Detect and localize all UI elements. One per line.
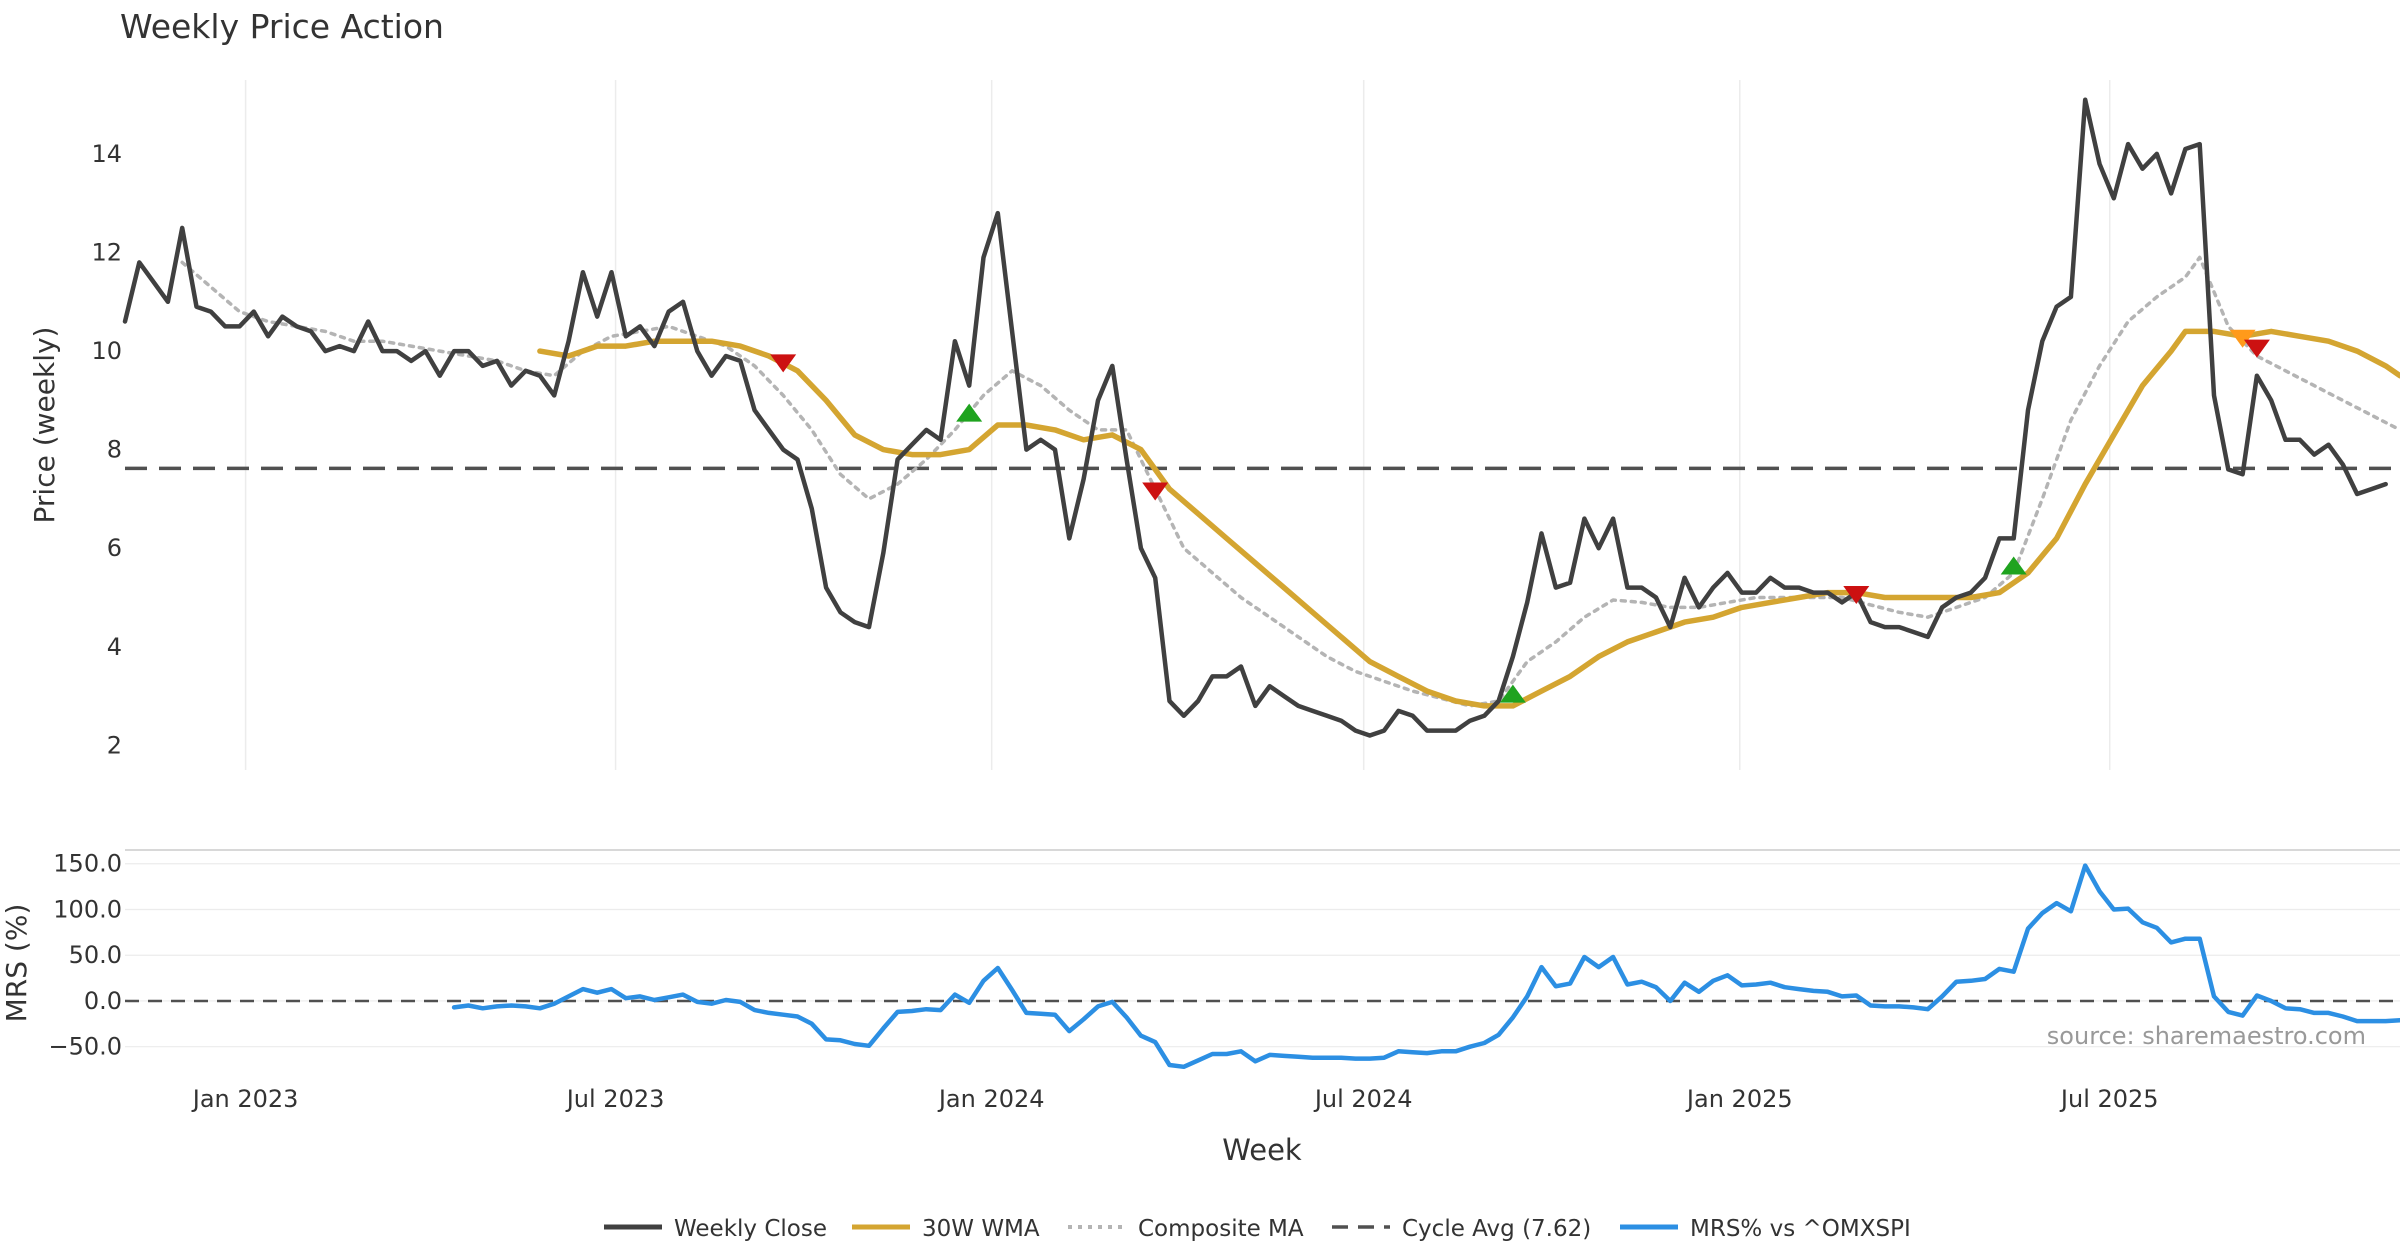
- mrs-y-tick-label: −50.0: [48, 1033, 122, 1061]
- buy-signal-marker: [956, 403, 983, 422]
- mrs-y-tick-label: 0.0: [84, 987, 122, 1015]
- x-tick-label: Jul 2025: [2059, 1085, 2159, 1113]
- wma-30w-line: [537, 328, 2400, 709]
- price-y-tick-label: 14: [91, 140, 122, 168]
- price-y-tick-label: 8: [107, 436, 122, 464]
- x-tick-label: Jul 2023: [565, 1085, 665, 1113]
- x-tick-label: Jul 2024: [1313, 1085, 1413, 1113]
- sell-signal-marker: [770, 354, 797, 373]
- mrs-y-tick-label: 150.0: [53, 850, 122, 878]
- price-grid: [244, 80, 2111, 770]
- composite-ma-line: [180, 255, 2400, 708]
- legend-label: Cycle Avg (7.62): [1402, 1216, 1591, 1242]
- price-y-tick-label: 12: [91, 239, 122, 267]
- x-tick-label: Jan 2025: [1685, 1085, 1793, 1113]
- buy-signal-marker: [2000, 556, 2027, 575]
- mrs-y-ticks: −50.0 0.0 50.0 100.0 150.0: [48, 850, 122, 1061]
- sell-signal-marker: [1142, 482, 1169, 501]
- price-y-tick-label: 6: [107, 534, 122, 562]
- mrs-y-tick-label: 50.0: [69, 941, 122, 969]
- mrs-y-tick-label: 100.0: [53, 895, 122, 923]
- mrs-line: [451, 863, 2400, 1070]
- price-y-tick-label: 10: [91, 337, 122, 365]
- price-y-tick-label: 2: [107, 731, 122, 759]
- source-credit: source: sharemaestro.com: [2047, 1022, 2366, 1050]
- legend: Weekly Close 30W WMA Composite MA Cycle Avg…: [604, 1216, 1911, 1242]
- x-axis-label: Week: [1222, 1133, 1302, 1167]
- sell-signal-marker: [1843, 586, 1870, 605]
- buy-signal-marker: [1499, 684, 1526, 703]
- legend-label: MRS% vs ^OMXSPI: [1690, 1216, 1911, 1242]
- price-y-axis-label: Price (weekly): [28, 327, 61, 524]
- price-y-tick-label: 4: [107, 633, 122, 661]
- legend-label: Composite MA: [1138, 1216, 1304, 1242]
- signal-markers-layer: [770, 329, 2270, 703]
- mrs-series-layer: [451, 863, 2400, 1070]
- price-series-layer: [122, 97, 2400, 738]
- sell-signal-marker: [2243, 339, 2270, 358]
- chart-title: Weekly Price Action: [120, 7, 444, 46]
- legend-label: 30W WMA: [922, 1216, 1040, 1242]
- warning-signal-marker: [2229, 329, 2256, 348]
- x-tick-label: Jan 2024: [937, 1085, 1045, 1113]
- x-ticks: Jan 2023 Jul 2023 Jan 2024 Jul 2024 Jan 2025…: [191, 1085, 2159, 1113]
- price-y-ticks: 2 4 6 8 10 12 14: [91, 140, 122, 759]
- mrs-y-axis-label: MRS (%): [0, 904, 33, 1023]
- weekly-close-line: [122, 97, 2388, 738]
- legend-label: Weekly Close: [674, 1216, 827, 1242]
- x-tick-label: Jan 2023: [191, 1085, 299, 1113]
